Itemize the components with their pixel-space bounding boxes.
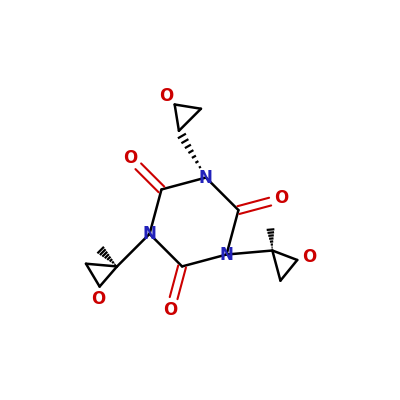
Text: N: N — [199, 168, 213, 186]
Text: O: O — [274, 190, 289, 208]
Text: O: O — [123, 149, 137, 167]
Text: O: O — [159, 87, 173, 105]
Text: N: N — [143, 225, 156, 243]
Text: O: O — [163, 301, 178, 319]
Text: N: N — [220, 246, 234, 264]
Text: O: O — [92, 290, 106, 308]
Text: O: O — [302, 248, 316, 266]
